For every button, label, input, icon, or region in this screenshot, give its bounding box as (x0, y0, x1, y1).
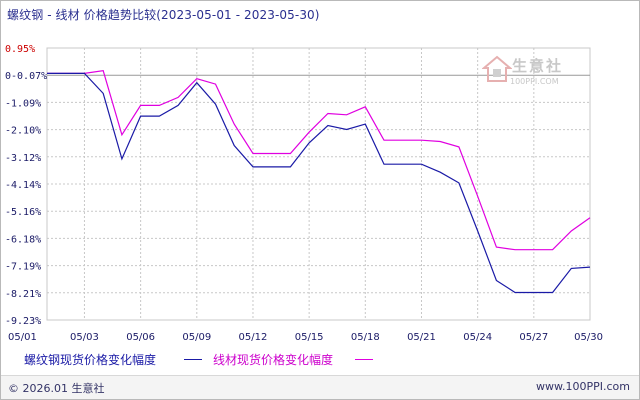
y-tick-label: -6.18% (5, 234, 41, 245)
chart-title: 螺纹钢 - 线材 价格趋势比较(2023-05-01 - 2023-05-30) (7, 8, 320, 22)
legend-series-2: 线材现货价格变化幅度 (213, 353, 334, 367)
series-group (47, 70, 591, 294)
x-tick-label: 05/09 (182, 332, 211, 343)
x-tick-label: 05/30 (574, 332, 603, 343)
y-tick-label: 0.95% (5, 44, 35, 55)
footer-bar (1, 375, 639, 399)
y-tick-label: -2.10% (5, 126, 41, 137)
y-tick-label: 0-0.07% (5, 71, 47, 82)
y-axis-ticks: 0.95% 0-0.07% -1.09% -2.10% -3.12% -4.14% -5.1… (5, 44, 47, 327)
watermark-logo (481, 54, 592, 88)
series-line-2 (47, 70, 591, 251)
y-tick-label: -8.21% (5, 289, 41, 300)
legend-swatch-1 (184, 359, 202, 360)
x-tick-label: 05/15 (295, 332, 324, 343)
house-icon (481, 55, 513, 82)
x-tick-label: 05/27 (519, 332, 548, 343)
x-tick-label: 05/03 (70, 332, 99, 343)
x-tick-label: 05/12 (239, 332, 268, 343)
y-tick-label: -7.19% (5, 262, 41, 273)
watermark-brand: 生意社 (512, 57, 564, 75)
legend-swatch-2 (355, 359, 373, 360)
y-tick-label: -9.23% (5, 316, 41, 327)
y-tick-label: -3.12% (5, 153, 41, 164)
y-tick-label: -4.14% (5, 180, 41, 191)
x-tick-label: 05/06 (126, 332, 155, 343)
series-line-1 (47, 72, 591, 294)
x-tick-label: 05/18 (351, 332, 380, 343)
x-axis-ticks: 05/01 05/03 05/06 05/09 05/12 05/15 05/18 05/21… (8, 332, 603, 343)
y-tick-label: -5.16% (5, 207, 41, 218)
x-tick-label: 05/24 (463, 332, 492, 343)
grid (46, 47, 591, 321)
site-link[interactable]: www.100PPI.com (536, 380, 630, 393)
x-tick-label: 05/21 (407, 332, 436, 343)
y-tick-label: -1.09% (5, 98, 41, 109)
watermark-url: 100PPI.COM (510, 77, 559, 86)
legend-series-1: 螺纹钢现货价格变化幅度 (24, 353, 157, 367)
copyright-text: © 2026.01 生意社 (8, 382, 105, 395)
x-tick-label: 05/01 (8, 332, 37, 343)
